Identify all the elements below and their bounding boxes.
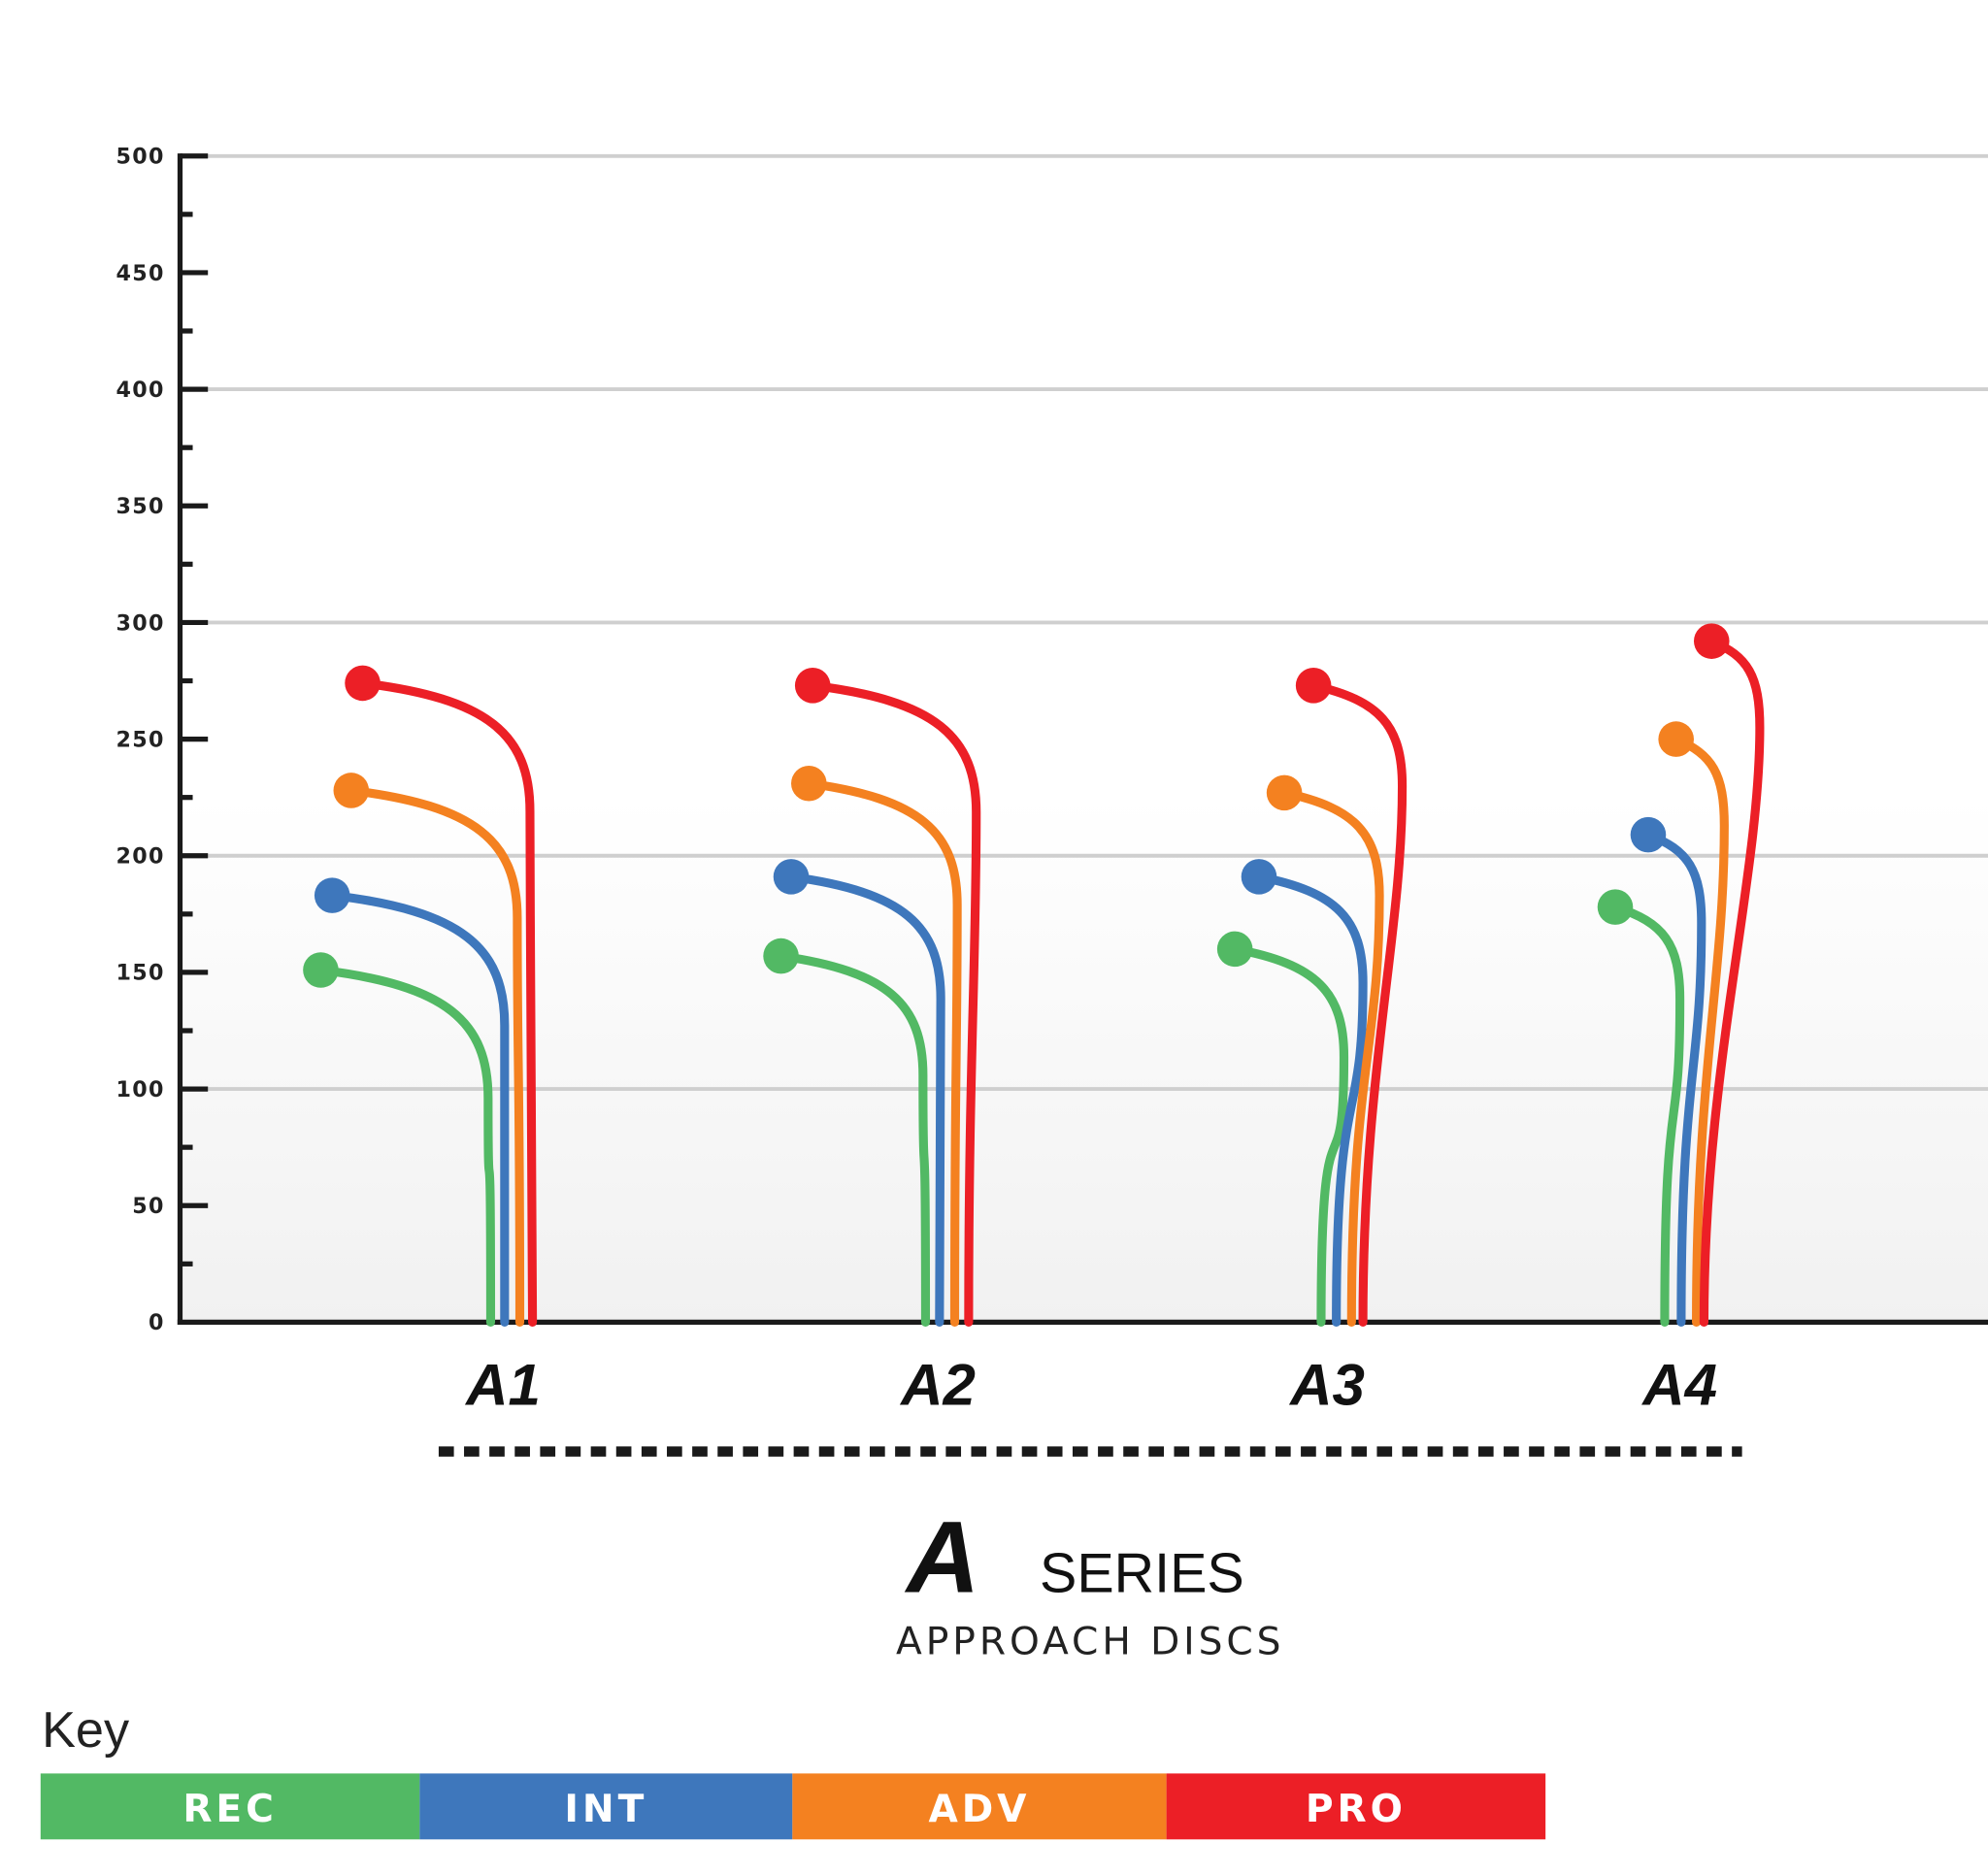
legend-label-adv: ADV <box>929 1788 1031 1831</box>
flight-path-int-a4 <box>1643 830 1706 1327</box>
flight-path-pro-a4 <box>1699 637 1765 1327</box>
flight-path-adv-a3 <box>1279 788 1384 1327</box>
flight-path-rec-a2 <box>777 951 931 1327</box>
data-point-pro-a4 <box>1693 623 1730 659</box>
flight-path-rec-a1 <box>315 965 496 1327</box>
category-label: A2 <box>899 1352 976 1417</box>
flight-path-pro-a3 <box>1309 680 1408 1327</box>
subtitle: APPROACH DISCS <box>896 1621 1284 1664</box>
y-tick-label: 150 <box>116 961 165 986</box>
legend-swatch-rec <box>40 1773 420 1840</box>
data-point-adv-a4 <box>1658 721 1694 757</box>
flight-path-pro-a1 <box>357 678 538 1327</box>
flight-path-pro-a2 <box>808 680 981 1327</box>
legend-title: Key <box>42 1702 130 1759</box>
y-tick-label: 200 <box>116 844 165 870</box>
data-point-int-a3 <box>1241 859 1277 895</box>
legend-label-int: INT <box>564 1788 647 1831</box>
series-title: A SERIES APPROACH DISCS <box>896 1501 1284 1664</box>
category-label: A4 <box>1640 1352 1717 1417</box>
legend-label-rec: REC <box>182 1788 277 1831</box>
data-point-int-a4 <box>1630 816 1667 853</box>
data-point-rec-a1 <box>303 952 339 988</box>
data-point-pro-a1 <box>345 665 381 702</box>
data-point-rec-a4 <box>1597 889 1634 925</box>
y-tick-label: 0 <box>149 1310 165 1335</box>
flight-path-int-a2 <box>786 872 945 1327</box>
legend: Key REC INT ADV PRO <box>40 1702 1546 1840</box>
series-logo-letter: A <box>904 1501 979 1615</box>
flight-path-int-a1 <box>327 891 510 1327</box>
category-label: A1 <box>464 1352 541 1417</box>
legend-swatch-pro <box>1166 1773 1546 1840</box>
flight-path-adv-a4 <box>1672 735 1729 1327</box>
data-point-adv-a3 <box>1266 774 1303 811</box>
data-point-adv-a1 <box>333 773 370 808</box>
flight-path-rec-a4 <box>1610 903 1685 1327</box>
legend-label-pro: PRO <box>1306 1788 1407 1831</box>
legend-swatch-int <box>419 1773 793 1840</box>
flight-path-adv-a1 <box>347 785 525 1327</box>
data-point-pro-a3 <box>1295 668 1332 704</box>
data-point-int-a1 <box>314 877 350 913</box>
flight-path-int-a3 <box>1254 872 1368 1327</box>
data-point-pro-a2 <box>794 668 831 704</box>
category-label: A3 <box>1288 1352 1365 1417</box>
y-tick-label: 350 <box>116 494 165 519</box>
y-tick-label: 500 <box>116 145 165 170</box>
data-point-int-a2 <box>773 859 810 895</box>
data-point-adv-a2 <box>791 765 827 802</box>
data-point-rec-a2 <box>763 938 799 974</box>
y-tick-label: 250 <box>116 727 165 752</box>
data-point-rec-a3 <box>1216 931 1253 968</box>
y-tick-label: 400 <box>116 378 165 403</box>
y-tick-label: 50 <box>132 1194 165 1219</box>
y-tick-label: 450 <box>116 261 165 286</box>
flight-path-adv-a2 <box>804 778 962 1327</box>
y-tick-label: 100 <box>116 1077 165 1102</box>
legend-swatch-adv <box>792 1773 1167 1840</box>
flight-path-rec-a3 <box>1230 944 1349 1327</box>
series-title-text: SERIES <box>1040 1543 1244 1605</box>
y-tick-label: 300 <box>116 610 165 636</box>
